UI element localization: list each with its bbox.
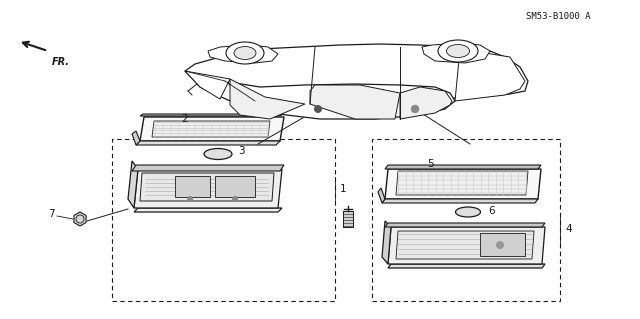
Polygon shape [175, 176, 210, 197]
Circle shape [411, 105, 419, 113]
Polygon shape [134, 169, 282, 208]
Polygon shape [385, 223, 545, 227]
Polygon shape [388, 264, 545, 268]
Text: FR.: FR. [52, 57, 70, 67]
Polygon shape [132, 131, 140, 145]
Text: 4: 4 [565, 224, 572, 234]
Polygon shape [140, 117, 284, 141]
Text: SM53-B1000 A: SM53-B1000 A [525, 12, 590, 21]
Polygon shape [343, 211, 353, 227]
Ellipse shape [456, 207, 481, 217]
Polygon shape [140, 173, 274, 201]
Polygon shape [378, 188, 385, 203]
Polygon shape [310, 85, 400, 119]
Text: 3: 3 [238, 146, 244, 156]
Polygon shape [140, 114, 283, 116]
Polygon shape [185, 71, 230, 99]
Circle shape [314, 105, 322, 113]
Polygon shape [225, 79, 455, 119]
Polygon shape [208, 45, 278, 63]
Ellipse shape [226, 42, 264, 64]
Polygon shape [136, 141, 280, 145]
Circle shape [187, 196, 193, 202]
Polygon shape [385, 169, 541, 199]
Polygon shape [400, 87, 452, 119]
Polygon shape [396, 171, 528, 195]
Polygon shape [134, 208, 282, 212]
Ellipse shape [204, 149, 232, 160]
Text: 6: 6 [488, 206, 495, 216]
Polygon shape [388, 227, 545, 264]
Polygon shape [185, 44, 528, 104]
Bar [372, 139, 560, 301]
Text: 7: 7 [49, 209, 55, 219]
Circle shape [496, 241, 504, 249]
Polygon shape [422, 43, 490, 63]
Polygon shape [132, 165, 284, 171]
Bar [112, 139, 335, 301]
Polygon shape [152, 121, 270, 137]
Ellipse shape [438, 40, 478, 62]
Text: 5: 5 [427, 159, 433, 169]
Polygon shape [455, 49, 525, 101]
Polygon shape [382, 221, 391, 264]
Text: 1: 1 [340, 184, 347, 194]
Polygon shape [215, 176, 255, 197]
Polygon shape [382, 199, 538, 203]
Ellipse shape [234, 47, 256, 60]
Polygon shape [385, 165, 541, 169]
Polygon shape [128, 161, 138, 208]
Polygon shape [480, 233, 525, 256]
Text: 2: 2 [182, 114, 188, 124]
Ellipse shape [447, 44, 470, 57]
Polygon shape [396, 231, 534, 259]
Circle shape [232, 196, 238, 202]
Polygon shape [230, 79, 305, 119]
